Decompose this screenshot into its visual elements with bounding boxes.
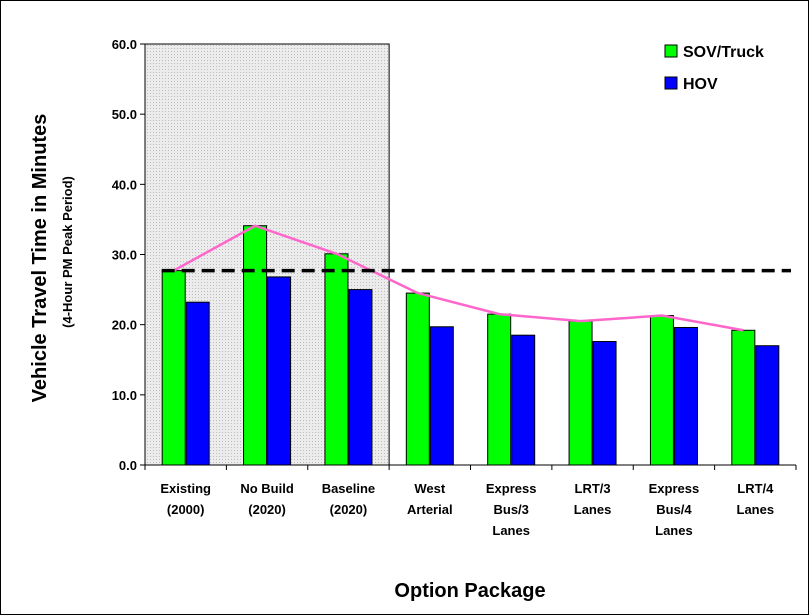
category-label: Arterial xyxy=(407,502,453,517)
category-label: Lanes xyxy=(655,523,693,538)
category-label: Bus/4 xyxy=(656,502,692,517)
legend-label-hov: HOV xyxy=(683,76,718,93)
y-tick-label: 20.0 xyxy=(112,318,137,333)
bar-hov xyxy=(348,289,373,466)
category-label: Lanes xyxy=(574,502,612,517)
category-label: Existing xyxy=(160,481,211,496)
category-label: Express xyxy=(649,481,700,496)
category-label: West xyxy=(414,481,445,496)
y-tick-label: 0.0 xyxy=(119,458,137,473)
y-tick-label: 40.0 xyxy=(112,177,137,192)
bar-hov xyxy=(673,326,698,466)
category-label: Baseline xyxy=(322,481,375,496)
category-label: Bus/3 xyxy=(493,502,528,517)
legend-swatch-sov-truck xyxy=(664,44,678,58)
bar-sov-truck xyxy=(649,315,674,466)
category-label: (2020) xyxy=(248,502,286,517)
category-label: Lanes xyxy=(737,502,775,517)
bar-sov-truck xyxy=(243,225,268,466)
legend-label-sov-truck: SOV/Truck xyxy=(683,44,764,61)
bar-hov xyxy=(755,345,780,466)
category-label: No Build xyxy=(240,481,293,496)
y-axis-title: Vehicle Travel Time in Minutes xyxy=(29,114,51,403)
category-label: LRT/3 xyxy=(575,481,611,496)
y-axis-subtitle: (4-Hour PM Peak Period) xyxy=(60,176,75,328)
bar-sov-truck xyxy=(161,270,186,466)
bar-sov-truck xyxy=(324,253,349,466)
bar-hov xyxy=(267,276,292,466)
x-axis-title: Option Package xyxy=(394,580,545,602)
bar-sov-truck xyxy=(568,320,593,466)
legend-swatch-hov xyxy=(664,76,678,90)
bar-hov xyxy=(511,334,536,466)
category-label: Lanes xyxy=(492,523,530,538)
y-tick-label: 10.0 xyxy=(112,388,137,403)
bar-sov-truck xyxy=(731,329,756,466)
bar-hov xyxy=(185,301,210,466)
bar-hov xyxy=(429,326,454,466)
trend-line xyxy=(173,224,744,332)
bar-sov-truck xyxy=(487,313,512,466)
category-label: (2000) xyxy=(167,502,205,517)
category-label: Express xyxy=(486,481,537,496)
category-label: (2020) xyxy=(330,502,368,517)
y-tick-label: 50.0 xyxy=(112,107,137,122)
y-tick-label: 60.0 xyxy=(112,37,137,52)
y-tick-label: 30.0 xyxy=(112,248,137,263)
bar-sov-truck xyxy=(405,292,430,466)
bar-hov xyxy=(592,341,617,466)
category-label: LRT/4 xyxy=(737,481,774,496)
